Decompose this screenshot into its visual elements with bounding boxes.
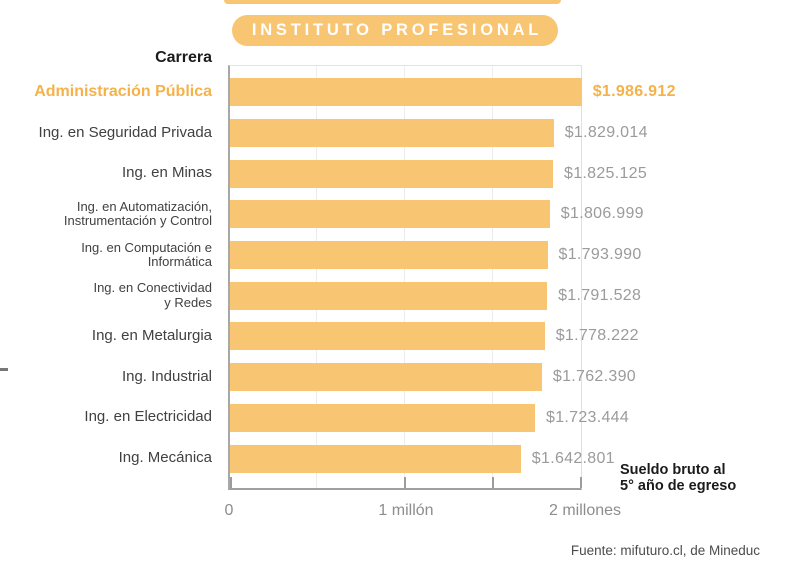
bar-row: Ing. en Automatización, Instrumentación … (0, 194, 800, 235)
gridline-15m (492, 66, 493, 488)
category-pill-label: INSTITUTO PROFESIONAL (251, 21, 543, 39)
salary-bar (230, 241, 548, 270)
bar-row: Ing. Industrial $1.762.390 (0, 357, 800, 398)
career-label: Ing. Mecánica (118, 449, 212, 467)
tick-mark-0 (230, 477, 232, 488)
x-tick-label-1m: 1 millón (378, 502, 434, 519)
salary-value: $1.829.014 (564, 124, 648, 142)
salary-bar (230, 281, 548, 310)
salary-bar (230, 322, 545, 351)
career-label: Ing. en Conectividad y Redes (93, 280, 212, 310)
x-tick-label-0: 0 (224, 502, 234, 519)
career-label: Ing. en Automatización, Instrumentación … (63, 198, 212, 229)
career-label: Ing. en Seguridad Privada (38, 123, 212, 141)
salary-bar (230, 444, 521, 473)
bar-rows: Administración Pública $1.986.912 Ing. e… (0, 72, 800, 479)
career-label: Ing. en Minas (121, 164, 212, 182)
source-credit: Fuente: mifuturo.cl, de Mineduc (570, 543, 760, 558)
career-label: Administración Pública (34, 83, 212, 101)
salary-value: $1.986.912 (592, 83, 676, 101)
x-tick-label-2m: 2 millones (548, 502, 622, 519)
salary-value: $1.793.990 (558, 246, 642, 264)
bar-row: Ing. en Metalurgia $1.778.222 (0, 316, 800, 357)
salary-value: $1.723.444 (546, 408, 630, 426)
gridline-05m (316, 66, 317, 488)
salary-bar (230, 363, 542, 392)
tick-mark-15m (492, 477, 494, 488)
salary-bar (230, 200, 550, 229)
salary-value: $1.778.222 (555, 327, 639, 345)
bar-row: Ing. en Conectividad y Redes $1.791.528 (0, 275, 800, 316)
bar-row: Ing. Mecánica $1.642.801 (0, 438, 800, 479)
career-label: Ing. en Computación e Informática (81, 239, 212, 270)
bar-row: Ing. en Electricidad $1.723.444 (0, 398, 800, 439)
salary-value: $1.762.390 (552, 368, 636, 386)
bar-row: Ing. en Computación e Informática $1.793… (0, 235, 800, 276)
salary-note: Sueldo bruto al 5° año de egreso (620, 462, 737, 494)
gridline-1m (404, 66, 405, 488)
bar-chart-plot (228, 65, 582, 490)
salary-bar (230, 403, 535, 432)
career-label: Ing. Industrial (121, 367, 212, 385)
column-header: Carrera (155, 49, 212, 66)
salary-value: $1.791.528 (558, 286, 642, 304)
tick-mark-2m (580, 477, 582, 488)
salary-bar (230, 78, 582, 107)
cropped-pill-remnant (224, 0, 561, 4)
salary-bar (230, 119, 554, 148)
left-edge-artifact (0, 368, 8, 371)
career-label: Ing. en Electricidad (84, 408, 212, 426)
salary-value: $1.825.125 (564, 164, 648, 182)
bar-row: Ing. en Minas $1.825.125 (0, 153, 800, 194)
salary-value: $1.806.999 (560, 205, 644, 223)
tick-mark-1m (404, 477, 406, 488)
career-label: Ing. en Metalurgia (91, 327, 212, 345)
category-pill: INSTITUTO PROFESIONAL (232, 15, 558, 46)
salary-bar (230, 159, 553, 188)
bar-row: Ing. en Seguridad Privada $1.829.014 (0, 113, 800, 154)
salary-value: $1.642.801 (531, 449, 615, 467)
bar-row: Administración Pública $1.986.912 (0, 72, 800, 113)
